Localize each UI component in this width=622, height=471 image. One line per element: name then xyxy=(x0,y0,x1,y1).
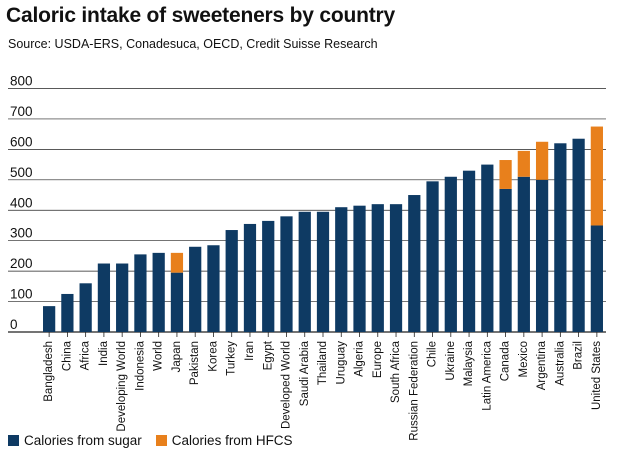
y-tick-label: 200 xyxy=(10,256,33,271)
x-tick-label: Mexico xyxy=(518,341,530,377)
chart-subtitle: Source: USDA-ERS, Conadesuca, OECD, Cred… xyxy=(8,37,378,51)
bar-hfcs xyxy=(170,252,184,273)
bar-sugar xyxy=(499,188,512,332)
x-tick-label: Thailand xyxy=(317,341,329,385)
bar-sugar xyxy=(116,263,129,332)
chart-title: Caloric intake of sweeteners by country xyxy=(6,4,395,27)
x-tick-label: Korea xyxy=(207,340,219,371)
bar-sugar xyxy=(61,293,74,332)
x-tick-label: Bangladesh xyxy=(43,341,55,402)
bar-sugar xyxy=(572,138,585,332)
y-tick-label: 100 xyxy=(10,287,33,302)
bar-hfcs xyxy=(590,126,603,226)
x-tick-label: Turkey xyxy=(226,341,238,376)
bar-hfcs xyxy=(499,160,512,189)
x-tick-label: Malaysia xyxy=(463,340,475,386)
y-tick-label: 400 xyxy=(10,195,33,210)
x-tick-label: Argentina xyxy=(536,340,548,390)
y-tick-label: 700 xyxy=(10,104,33,119)
bar-sugar xyxy=(170,272,184,332)
bar-sugar xyxy=(517,176,530,332)
x-tick-label: Africa xyxy=(80,340,92,370)
legend-item-hfcs: Calories from HFCS xyxy=(155,433,293,448)
bar-sugar xyxy=(152,252,165,332)
x-tick-label: China xyxy=(61,340,73,371)
bar-sugar xyxy=(316,211,330,332)
x-tick-label: World xyxy=(153,341,165,371)
bar-sugar xyxy=(225,230,238,332)
legend-label-hfcs: Calories from HFCS xyxy=(171,433,293,448)
x-tick-label: Brazil xyxy=(573,341,585,370)
x-tick-label: United States xyxy=(591,341,603,410)
x-tick-label: Developing World xyxy=(116,341,128,432)
bar-sugar xyxy=(79,283,92,332)
x-tick-label: Russian Federation xyxy=(408,341,420,441)
bar-sugar xyxy=(444,176,457,332)
x-tick-label: Australia xyxy=(554,340,566,385)
bar-sugar xyxy=(389,204,403,332)
bar-sugar xyxy=(462,170,476,332)
y-tick-label: 300 xyxy=(10,226,33,241)
x-tick-label: Algeria xyxy=(354,340,366,376)
legend: Calories from sugar Calories from HFCS xyxy=(8,433,307,448)
x-tick-label: Latin America xyxy=(481,340,493,410)
bar-hfcs xyxy=(517,150,530,177)
bar-sugar xyxy=(554,143,567,332)
bar-sugar xyxy=(243,223,257,332)
bar-sugar xyxy=(43,306,56,332)
x-tick-label: Indonesia xyxy=(134,340,146,390)
bar-sugar xyxy=(408,195,421,332)
legend-label-sugar: Calories from sugar xyxy=(24,433,142,448)
x-tick-label: Chile xyxy=(427,341,439,367)
bar-sugar xyxy=(134,254,147,332)
bar-hfcs xyxy=(535,141,549,180)
y-tick-label: 500 xyxy=(10,165,33,180)
bar-sugar xyxy=(335,207,348,332)
y-tick-label: 0 xyxy=(10,317,18,332)
y-tick-label: 600 xyxy=(10,134,33,149)
bar-sugar xyxy=(207,245,220,332)
x-tick-label: India xyxy=(98,340,110,366)
bar-sugar xyxy=(262,220,275,332)
bar-sugar xyxy=(535,179,549,332)
x-tick-label: Pakistan xyxy=(189,341,201,385)
x-tick-label: Iran xyxy=(244,341,256,361)
x-tick-label: Canada xyxy=(500,340,512,381)
bar-sugar xyxy=(189,246,202,332)
x-tick-label: Ukraine xyxy=(445,341,457,381)
bar-sugar xyxy=(280,216,293,332)
legend-swatch-sugar xyxy=(8,435,19,446)
bar-sugar xyxy=(371,204,384,332)
legend-swatch-hfcs xyxy=(155,435,167,446)
x-tick-label: Japan xyxy=(171,341,183,372)
bar-sugar xyxy=(353,205,366,332)
bar-sugar xyxy=(97,263,111,332)
x-tick-label: Europe xyxy=(372,341,384,378)
x-tick-label: Developed World xyxy=(281,341,293,429)
bar-sugar xyxy=(426,181,439,332)
x-tick-label: Saudi Arabia xyxy=(299,340,311,406)
x-tick-label: South Africa xyxy=(390,340,402,403)
x-tick-label: Egypt xyxy=(262,340,274,370)
y-tick-label: 800 xyxy=(10,74,33,89)
x-tick-label: Uruguay xyxy=(335,341,347,385)
bar-sugar xyxy=(481,164,494,332)
bar-sugar xyxy=(298,211,311,332)
bar-sugar xyxy=(590,225,603,332)
legend-item-sugar: Calories from sugar xyxy=(8,433,142,448)
